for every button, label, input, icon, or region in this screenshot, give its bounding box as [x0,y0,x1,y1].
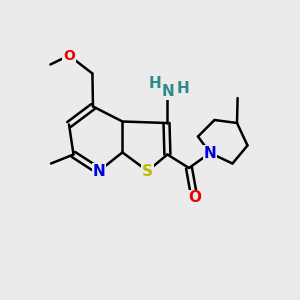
Text: H: H [149,76,161,92]
Text: N: N [204,146,216,160]
Text: O: O [63,49,75,62]
Text: N: N [162,84,174,99]
Text: N: N [93,164,105,178]
Text: S: S [142,164,153,178]
Text: H: H [177,81,189,96]
Text: O: O [188,190,201,206]
